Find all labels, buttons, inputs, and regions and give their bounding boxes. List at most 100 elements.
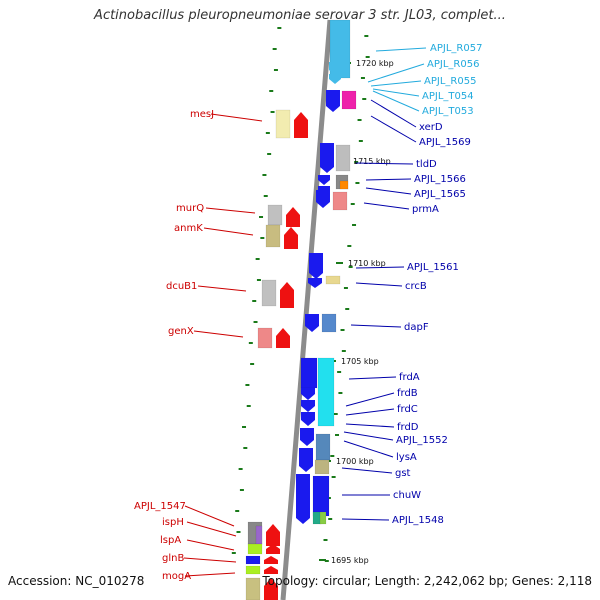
gene-label-apjl-r055: APJL_R055 <box>424 76 476 87</box>
leader-line <box>203 227 254 236</box>
gene-arrow-up <box>266 544 280 554</box>
leader-line <box>184 572 236 577</box>
leader-line <box>183 557 237 563</box>
leader-line <box>355 266 405 269</box>
gene-label-frda: frdA <box>399 372 420 383</box>
kbp-label: 1695 kbp <box>331 556 369 565</box>
kbp-label: 1720 kbp <box>356 59 394 68</box>
gene-label-frdc: frdC <box>397 404 418 415</box>
gene-label-apjl-1561: APJL_1561 <box>407 262 459 273</box>
leader-line <box>363 202 410 210</box>
gene-arrow-up <box>286 207 300 227</box>
gene-label-lspa: lspA <box>160 535 181 546</box>
gene-label-lysa: lysA <box>396 452 417 463</box>
gene-arrow-down <box>301 400 315 412</box>
map-title: Actinobacillus pleuropneumoniae serovar … <box>94 8 506 23</box>
leader-line <box>350 324 402 328</box>
gene-label-apjl-1565: APJL_1565 <box>414 189 466 200</box>
leader-line <box>370 99 417 128</box>
leader-line <box>205 207 256 214</box>
gene-feature <box>341 90 357 110</box>
gene-arrow-down <box>308 278 322 288</box>
gene-label-apjl-1569: APJL_1569 <box>419 137 471 148</box>
topology-summary: Topology: circular; Length: 2,242,062 bp… <box>262 574 592 588</box>
gene-feature <box>314 459 330 475</box>
leader-line <box>367 63 425 83</box>
gene-feature <box>325 275 341 285</box>
leader-line <box>210 113 263 122</box>
gene-arrow-down <box>296 474 310 524</box>
gene-label-chuw: chuW <box>393 490 421 501</box>
leader-line <box>184 505 235 527</box>
leader-line <box>365 187 412 195</box>
gene-feature <box>261 279 277 307</box>
gene-arrow-down <box>329 74 341 84</box>
gene-label-apjl-r056: APJL_R056 <box>427 59 479 70</box>
leader-line <box>186 539 235 551</box>
gene-arrow-up <box>264 556 278 564</box>
gene-label-apjl-t054: APJL_T054 <box>422 91 474 102</box>
gene-feature <box>245 577 261 600</box>
gene-label-isph: ispH <box>162 517 184 528</box>
gene-arrow-up <box>264 566 278 574</box>
gene-arrow-down <box>329 62 343 76</box>
gene-label-moga: mogA <box>162 571 191 582</box>
leader-line <box>370 115 417 143</box>
gene-feature <box>255 525 263 545</box>
gene-label-dcub1: dcuB1 <box>166 281 197 292</box>
gene-arrow-up <box>276 328 290 348</box>
kbp-label: 1700 kbp <box>336 457 374 466</box>
kbp-label: 1710 kbp <box>348 259 386 268</box>
gene-feature <box>317 357 335 427</box>
gene-feature <box>321 313 337 333</box>
gene-arrow-down <box>301 412 315 426</box>
gene-label-frdd: frdD <box>397 422 419 433</box>
leader-line <box>343 440 394 458</box>
gene-arrow-up <box>266 524 280 546</box>
leader-line <box>375 47 427 52</box>
gene-label-frdb: frdB <box>397 388 418 399</box>
gene-label-apjl-1547: APJL_1547 <box>134 501 186 512</box>
gene-label-apjl-1548: APJL_1548 <box>392 515 444 526</box>
gene-arrow-down <box>316 190 330 208</box>
leader-line <box>186 521 237 537</box>
gene-feature <box>315 433 331 461</box>
leader-line <box>372 88 420 97</box>
gene-feature <box>267 204 283 226</box>
gene-label-glnb: glnB <box>162 553 184 564</box>
gene-label-xerd: xerD <box>419 122 443 133</box>
genome-backbone <box>280 19 333 600</box>
kbp-label: 1715 kbp <box>353 157 391 166</box>
gene-arrow-down <box>309 253 323 279</box>
gene-arrow-down <box>305 314 319 332</box>
gene-label-apjl-t053: APJL_T053 <box>422 106 474 117</box>
gene-label-prma: prmA <box>412 204 439 215</box>
gene-arrow-down <box>301 388 315 400</box>
gene-arrow-down <box>299 448 313 472</box>
gene-feature <box>339 180 349 190</box>
leader-line <box>355 162 414 165</box>
gene-label-mesj: mesJ <box>190 109 214 120</box>
leader-line <box>345 423 395 428</box>
leader-line <box>355 282 403 287</box>
gene-arrow-down <box>320 143 334 173</box>
gene-label-apjl-r057: APJL_R057 <box>430 43 482 54</box>
gene-feature <box>257 327 273 349</box>
leader-line <box>372 90 420 112</box>
accession-label: Accession: NC_010278 <box>8 574 145 588</box>
leader-line <box>193 330 244 338</box>
gene-arrow-up <box>294 112 308 138</box>
leader-line <box>365 178 412 181</box>
leader-line <box>345 408 395 416</box>
leader-line <box>341 518 390 521</box>
gene-arrow-up <box>280 282 294 308</box>
gene-label-anmk: anmK <box>174 223 203 234</box>
leader-line <box>370 80 422 87</box>
gene-label-crcb: crcB <box>405 281 427 292</box>
gene-feature <box>245 555 261 565</box>
gene-feature <box>265 224 281 248</box>
gene-arrow-down <box>326 90 340 112</box>
gene-feature <box>300 357 318 389</box>
gene-feature <box>245 565 261 575</box>
